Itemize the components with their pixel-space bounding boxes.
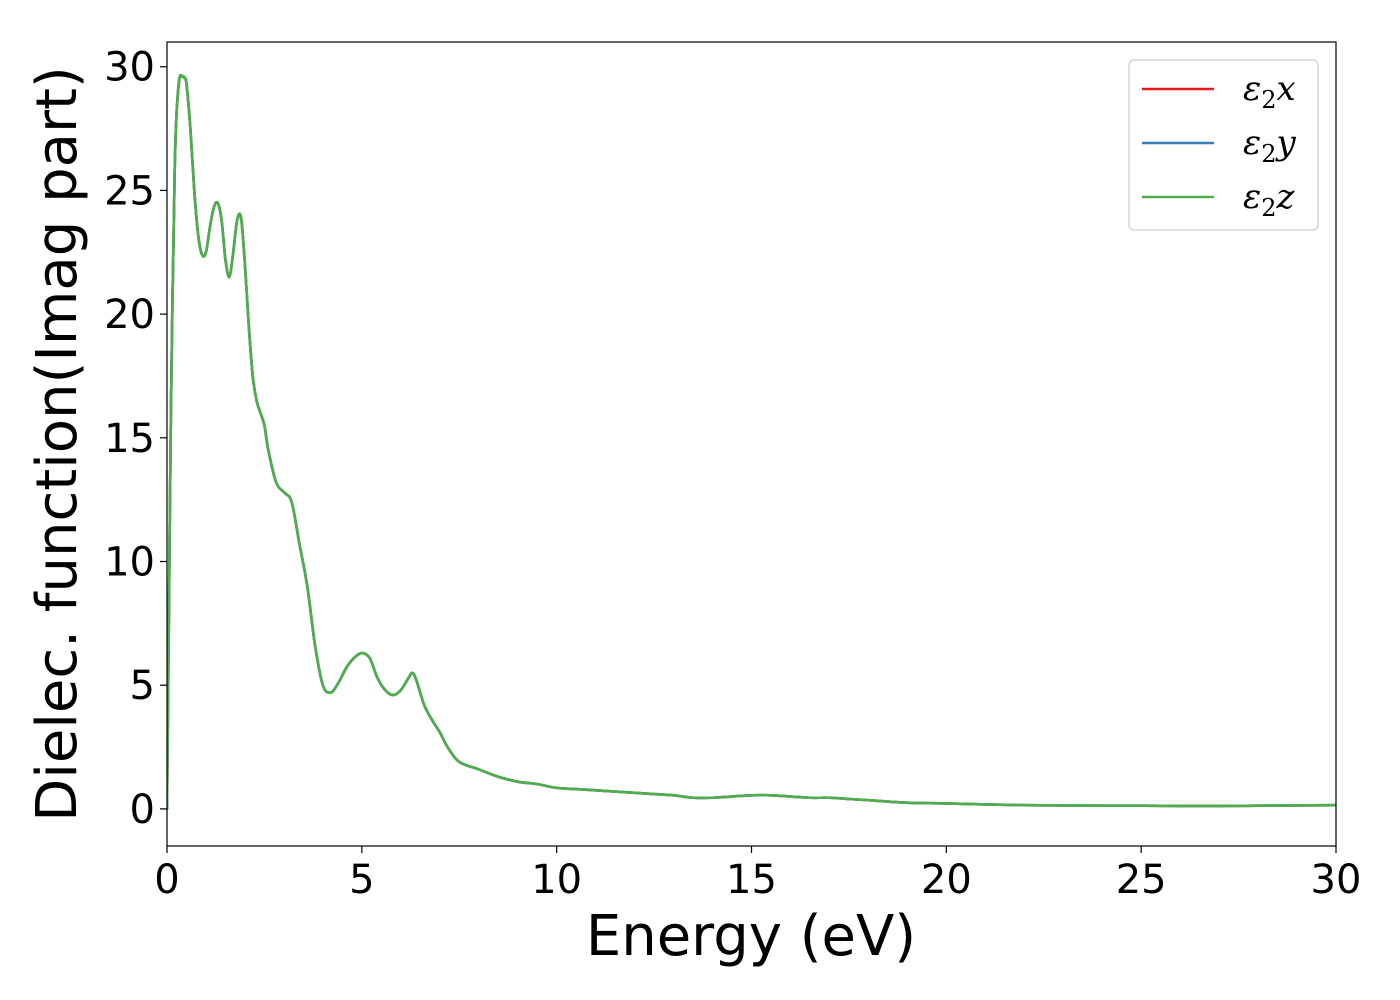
series-line-z xyxy=(167,73,1336,811)
x-tick-label: 30 xyxy=(1311,857,1362,903)
y-tick-label: 10 xyxy=(104,540,155,586)
x-tick-label: 15 xyxy=(726,857,777,903)
x-tick-label: 5 xyxy=(349,857,374,903)
x-axis-ticks: 0 5 10 15 20 25 30 xyxy=(154,846,1361,903)
x-tick-label: 25 xyxy=(1116,857,1167,903)
x-tick-label: 20 xyxy=(921,857,972,903)
y-tick-label: 25 xyxy=(104,168,155,214)
x-tick-label: 10 xyxy=(531,857,582,903)
legend: ε2x ε2y ε2z xyxy=(1128,59,1319,231)
y-tick-label: 5 xyxy=(130,663,155,709)
y-tick-label: 20 xyxy=(104,292,155,338)
y-tick-label: 15 xyxy=(104,416,155,462)
y-axis-title: Dielec. function(Imag part) xyxy=(25,66,90,822)
legend-label-y: ε2y xyxy=(1243,123,1297,168)
x-tick-label: 0 xyxy=(154,857,179,903)
legend-label-z: ε2z xyxy=(1243,177,1296,222)
y-axis-ticks: 0 5 10 15 20 25 30 xyxy=(104,45,167,833)
x-axis-title: Energy (eV) xyxy=(586,904,916,969)
y-tick-label: 30 xyxy=(104,45,155,91)
series-layer xyxy=(167,73,1336,811)
y-tick-label: 0 xyxy=(130,787,155,833)
legend-label-x: ε2x xyxy=(1243,69,1296,114)
legend-box xyxy=(1128,59,1319,231)
